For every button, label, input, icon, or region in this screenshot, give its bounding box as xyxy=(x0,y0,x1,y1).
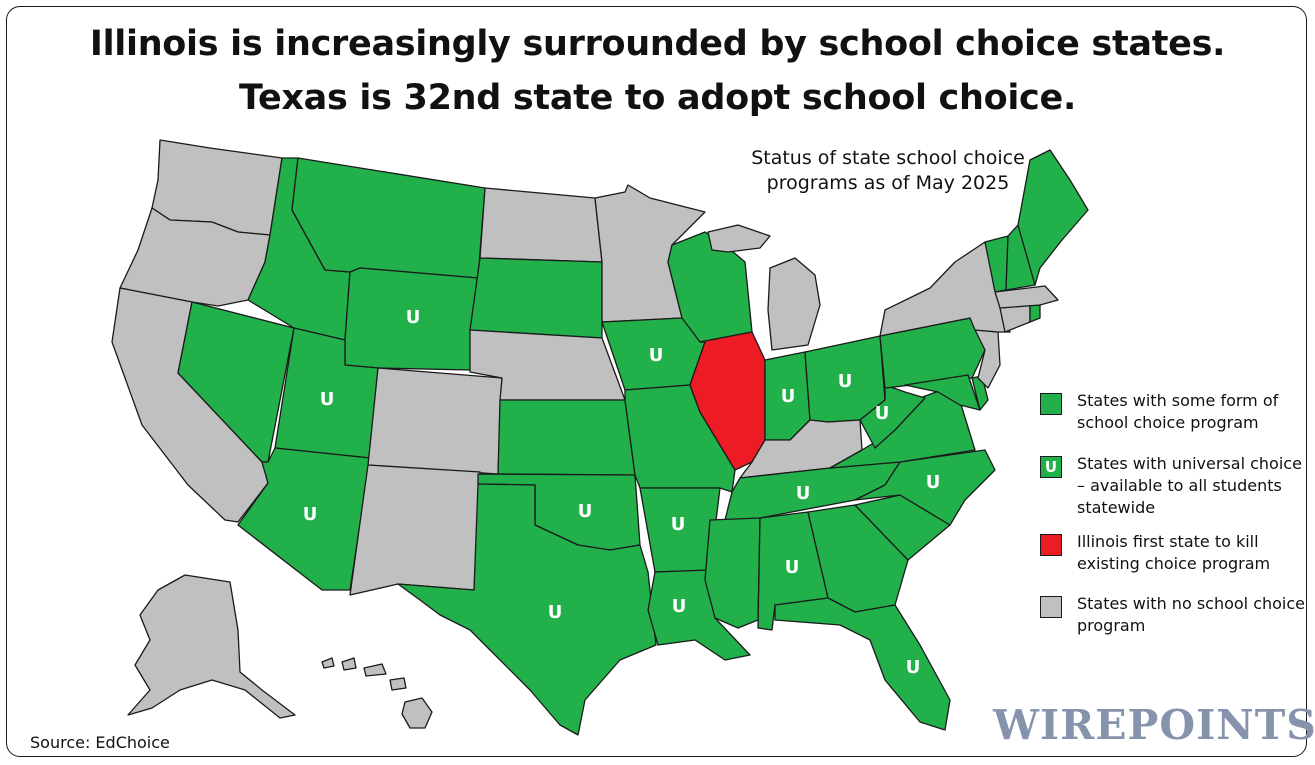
legend-swatch-universal: U xyxy=(1040,456,1062,478)
legend-label-some-choice: States with some form of school choice p… xyxy=(1077,391,1279,432)
legend-label-universal: States with universal choice – available… xyxy=(1077,454,1302,517)
universal-markers: U U U U U U U U U U U U U U U xyxy=(303,307,941,678)
state-MD xyxy=(904,374,981,411)
state-WV xyxy=(859,384,926,449)
universal-marker-WV: U xyxy=(875,403,890,424)
state-ME xyxy=(1017,149,1089,286)
wirepoints-logo: WIREPOINTS xyxy=(993,701,1315,749)
state-RI xyxy=(1029,304,1041,323)
state-FL xyxy=(774,597,951,731)
universal-marker-AL: U xyxy=(785,557,800,578)
state-NC xyxy=(854,449,996,526)
universal-marker-LA: U xyxy=(672,596,687,617)
universal-marker-OH: U xyxy=(838,371,853,392)
state-NY xyxy=(879,241,1011,337)
state-TX xyxy=(397,483,657,736)
legend-label-illinois: Illinois first state to kill existing ch… xyxy=(1077,532,1271,573)
universal-marker-NC: U xyxy=(926,472,941,493)
state-SD xyxy=(469,257,603,339)
title-line-1: Illinois is increasingly surrounded by s… xyxy=(89,24,1226,64)
state-NM xyxy=(349,464,481,596)
state-CT xyxy=(999,304,1031,333)
state-MI xyxy=(707,224,821,351)
state-AK xyxy=(127,574,296,719)
universal-marker-TX: U xyxy=(548,602,563,623)
universal-marker-AZ: U xyxy=(303,504,318,525)
state-IL xyxy=(689,331,766,471)
legend-swatch-red xyxy=(1040,534,1062,556)
state-MT xyxy=(291,157,486,279)
universal-marker-TN: U xyxy=(796,483,811,504)
state-KS xyxy=(497,399,636,476)
legend-swatch-gray xyxy=(1040,596,1062,618)
state-HI xyxy=(321,657,433,729)
state-MS xyxy=(704,517,761,629)
source-credit: Source: EdChoice xyxy=(30,733,170,752)
state-MA xyxy=(994,285,1059,309)
universal-marker-IN: U xyxy=(781,386,796,407)
state-CO xyxy=(367,367,503,475)
status-note: Status of state school choice programs a… xyxy=(751,147,1025,194)
title-line-2: Texas is 32nd state to adopt school choi… xyxy=(239,78,1076,118)
universal-marker-AR: U xyxy=(671,514,686,535)
state-ND xyxy=(479,187,603,263)
universal-marker-FL: U xyxy=(906,657,921,678)
universal-marker-UT: U xyxy=(320,389,335,410)
legend-label-no-choice: States with no school choice program xyxy=(1077,594,1306,635)
legend-swatch-green xyxy=(1040,393,1062,415)
universal-marker-WY: U xyxy=(406,307,421,328)
state-KY xyxy=(739,419,863,479)
universal-marker-OK: U xyxy=(578,501,593,522)
universal-marker-IA: U xyxy=(649,345,664,366)
